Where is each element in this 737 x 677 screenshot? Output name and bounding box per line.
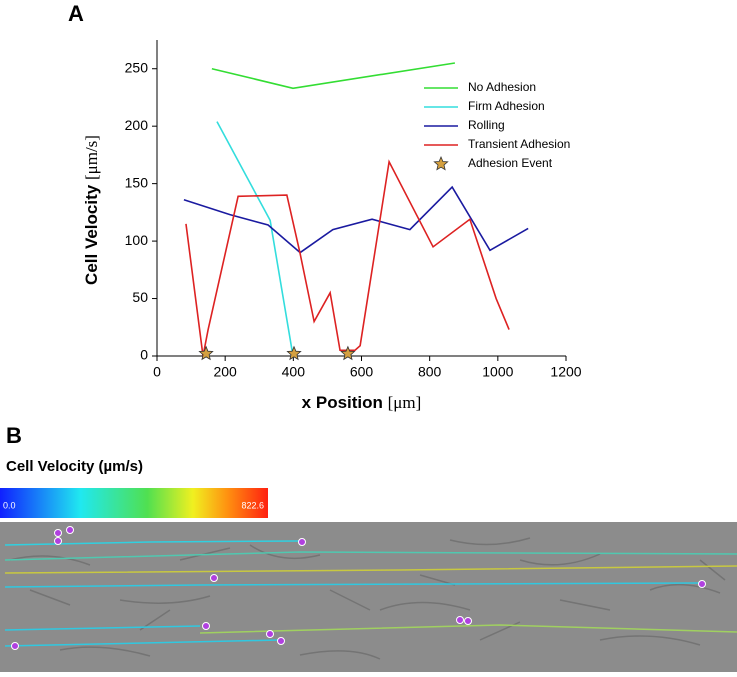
legend-marker bbox=[433, 155, 449, 171]
x-axis-title-unit: [μm] bbox=[388, 393, 422, 412]
y-axis-title-unit: [μm/s] bbox=[82, 135, 101, 180]
x-tick-label: 200 bbox=[213, 364, 237, 380]
colorbar-max: 822.6 bbox=[241, 500, 264, 510]
colorbar-min: 0.0 bbox=[3, 500, 16, 510]
x-axis-title: x Position [μm] bbox=[302, 393, 422, 413]
y-axis-title: Cell Velocity [μm/s] bbox=[82, 135, 102, 285]
micrograph bbox=[0, 522, 737, 672]
y-tick-label: 150 bbox=[125, 174, 149, 190]
series-line bbox=[211, 62, 456, 90]
x-tick-label: 1000 bbox=[482, 364, 513, 380]
y-axis-title-text: Cell Velocity bbox=[82, 184, 101, 285]
x-tick-label: 600 bbox=[350, 364, 374, 380]
x-tick-label: 800 bbox=[418, 364, 442, 380]
colorbar bbox=[0, 488, 268, 518]
legend-label: Transient Adhesion bbox=[468, 137, 570, 151]
panel-label: B bbox=[6, 423, 22, 448]
panel-label: A bbox=[68, 1, 84, 26]
series-line bbox=[185, 159, 510, 357]
event-star bbox=[198, 345, 214, 361]
x-tick-label: 400 bbox=[282, 364, 306, 380]
x-tick-label: 1200 bbox=[550, 364, 581, 380]
x-axis-title-text: x Position bbox=[302, 393, 383, 412]
y-tick-label: 200 bbox=[125, 117, 149, 133]
legend-label: Firm Adhesion bbox=[468, 99, 545, 113]
x-tick-label: 0 bbox=[153, 364, 161, 380]
series-line bbox=[216, 121, 294, 357]
y-tick-label: 0 bbox=[140, 347, 148, 363]
y-tick-label: 250 bbox=[125, 59, 149, 75]
y-tick-label: 100 bbox=[125, 232, 149, 248]
event-star bbox=[286, 345, 302, 361]
legend-label: No Adhesion bbox=[468, 80, 536, 94]
y-tick-label: 50 bbox=[132, 289, 148, 305]
legend-label: Rolling bbox=[468, 118, 505, 132]
event-star bbox=[340, 345, 356, 361]
colorbar-title: Cell Velocity (µm/s) bbox=[6, 458, 143, 475]
legend-label: Adhesion Event bbox=[468, 156, 553, 170]
series-line bbox=[183, 185, 529, 254]
